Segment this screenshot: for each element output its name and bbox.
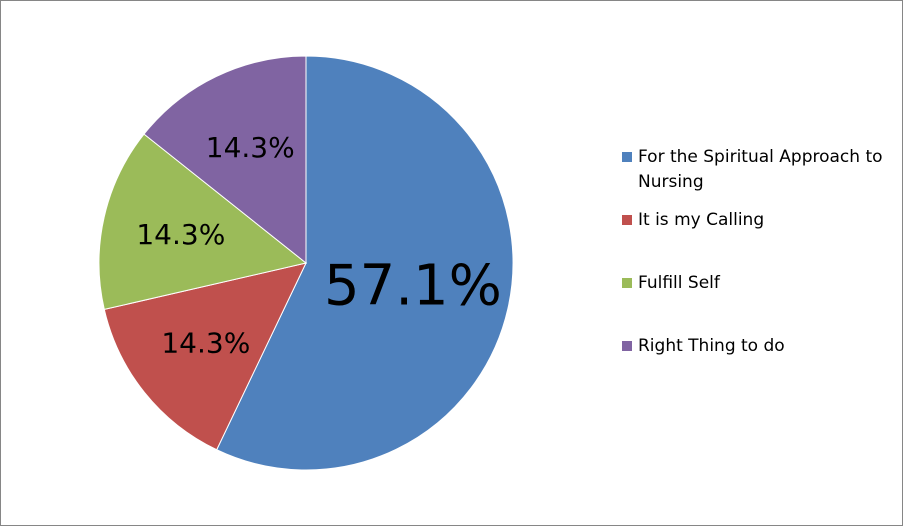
legend-item-calling: It is my Calling (622, 209, 764, 233)
legend-item-spiritual-approach: For the Spiritual Approach to Nursing (622, 146, 892, 195)
pie-slice-fulfill-self (98, 133, 308, 311)
legend-label-calling: It is my Calling (638, 210, 765, 230)
legend-item-fulfill-self: Fulfill Self (622, 272, 720, 296)
legend-swatch-calling (622, 215, 632, 225)
slice-label-calling: 14.3% (161, 327, 250, 360)
pie-slice-calling (103, 262, 307, 451)
slice-label-spiritual-approach: 57.1% (324, 253, 502, 318)
legend-swatch-fulfill-self (622, 278, 632, 288)
pie-slice-right-thing (143, 55, 307, 265)
legend-swatch-spiritual-approach (622, 152, 632, 162)
slice-label-right-thing: 14.3% (206, 131, 295, 164)
legend-swatch-right-thing (622, 341, 632, 351)
pie-slice-spiritual-approach (216, 55, 514, 471)
legend-label-right-thing: Right Thing to do (638, 336, 785, 356)
legend-label-fulfill-self: Fulfill Self (638, 273, 720, 293)
slice-label-fulfill-self: 14.3% (136, 218, 225, 251)
legend-item-right-thing: Right Thing to do (622, 335, 785, 359)
legend-label-spiritual-approach: For the Spiritual Approach to Nursing (638, 147, 883, 192)
